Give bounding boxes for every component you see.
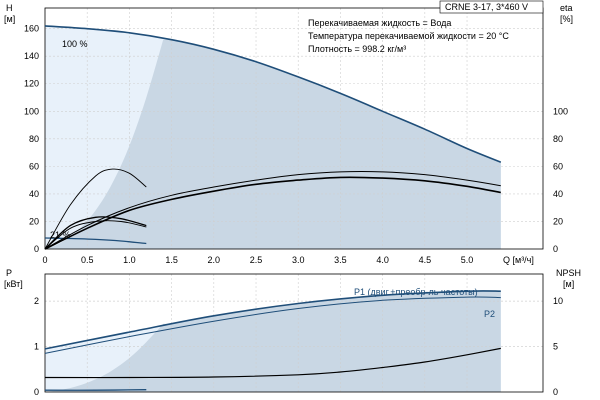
series-head_21	[44, 237, 147, 245]
head-y2-axis-label: eta	[560, 3, 573, 13]
power-series-group	[44, 290, 501, 391]
head-y2-tick: 80	[553, 134, 563, 144]
series-eta_b	[44, 176, 501, 250]
power-y-tick: 0	[34, 387, 39, 397]
head-y-tick: 40	[29, 189, 39, 199]
power-plot-frame	[44, 273, 544, 393]
power-y-tick: 2	[34, 296, 39, 306]
power-y-ticks: 0 1 2	[34, 296, 39, 397]
head-x-ticks: 0 0.5 1.0 1.5 2.0 2.5 3.0 3.5 4.0 4.5 5.0	[42, 255, 473, 265]
power-panel: 0 1 2 0 5 10 P [кВт] NPSH [м] P1 (двиг.+прео…	[4, 268, 581, 397]
head-y-tick: 140	[24, 51, 39, 61]
head-y-tick: 60	[29, 161, 39, 171]
power-grid	[45, 274, 543, 392]
head-x-tick: 3.5	[334, 255, 347, 265]
head-x-tick: 4.5	[419, 255, 432, 265]
series-NPSH	[44, 347, 501, 379]
power-y-tick: 1	[34, 342, 39, 352]
head-y2-tick: 60	[553, 161, 563, 171]
head-y-ticks: 0 20 40 60 80 100 120 140 160	[24, 24, 39, 254]
head-panel: 0 0.5 1.0 1.5 2.0 2.5 3.0 3.5 4.0 4.5 5.0 0 20 40 60 8…	[4, 0, 573, 265]
head-y-tick: 80	[29, 134, 39, 144]
head-x-tick: 1.0	[123, 255, 136, 265]
series-label-p2: P2	[484, 309, 495, 319]
head-y-tick: 20	[29, 216, 39, 226]
head-area-dark	[45, 39, 501, 250]
power-y2-axis-unit: [м]	[563, 279, 574, 289]
head-y-axis-unit: [м]	[4, 14, 15, 24]
series-eta_small_b	[44, 220, 147, 250]
model-title: CRNE 3-17, 3*460 V	[445, 2, 528, 12]
head-x-tick: 2.0	[208, 255, 221, 265]
head-operating-area	[45, 25, 501, 250]
series-label-p1: P1 (двиг.+преобр-ль частоты)	[354, 287, 478, 297]
power-y2-tick: 10	[553, 296, 563, 306]
head-y2-tick: 40	[553, 189, 563, 199]
head-y-tick: 0	[34, 244, 39, 254]
info-line-density: Плотность = 998.2 кг/м³	[308, 44, 406, 54]
series-eta_small_a	[44, 216, 147, 250]
series-P2	[44, 296, 501, 354]
head-y-tick: 160	[24, 24, 39, 34]
head-y-axis-label: H	[6, 3, 13, 13]
head-x-axis-label: Q [м³/ч]	[503, 255, 534, 265]
info-line-liquid: Перекачиваемая жидкость = Вода	[308, 18, 451, 28]
head-plot-frame	[44, 7, 544, 250]
head-y2-tick: 100	[553, 106, 568, 116]
curve-label-21: 21 %	[50, 230, 71, 240]
head-series-group	[44, 25, 502, 250]
model-box	[439, 0, 544, 14]
series-head_100	[44, 25, 502, 163]
head-x-tick: 1.5	[165, 255, 178, 265]
power-y2-tick: 5	[553, 342, 558, 352]
head-y2-tick: 20	[553, 216, 563, 226]
head-y-tick: 100	[24, 106, 39, 116]
series-eta_a	[44, 171, 501, 250]
head-x-tick: 3.0	[292, 255, 305, 265]
power-y2-tick: 0	[553, 387, 558, 397]
head-x-tick: 4.0	[376, 255, 389, 265]
power-y2-axis-label: NPSH	[556, 268, 581, 278]
head-y2-tick: 0	[553, 244, 558, 254]
info-line-temperature: Температура перекачиваемой жидкости = 20…	[308, 31, 509, 41]
head-y2-axis-unit: [%]	[560, 14, 573, 24]
head-y2-ticks: 0 20 40 60 80 100	[553, 106, 568, 254]
head-x-tick: 0.5	[81, 255, 94, 265]
power-y-axis-label: P	[6, 268, 12, 278]
head-y-tick: 120	[24, 79, 39, 89]
series-P_21	[44, 389, 147, 391]
curve-label-100: 100 %	[62, 39, 88, 49]
power-y-axis-unit: [кВт]	[4, 279, 23, 289]
power-y2-ticks: 0 5 10	[553, 296, 563, 397]
series-P1	[44, 290, 501, 350]
head-x-tick: 0	[42, 255, 47, 265]
head-x-tick: 5.0	[461, 255, 474, 265]
series-eta_hump	[44, 168, 147, 250]
head-x-tick: 2.5	[250, 255, 263, 265]
